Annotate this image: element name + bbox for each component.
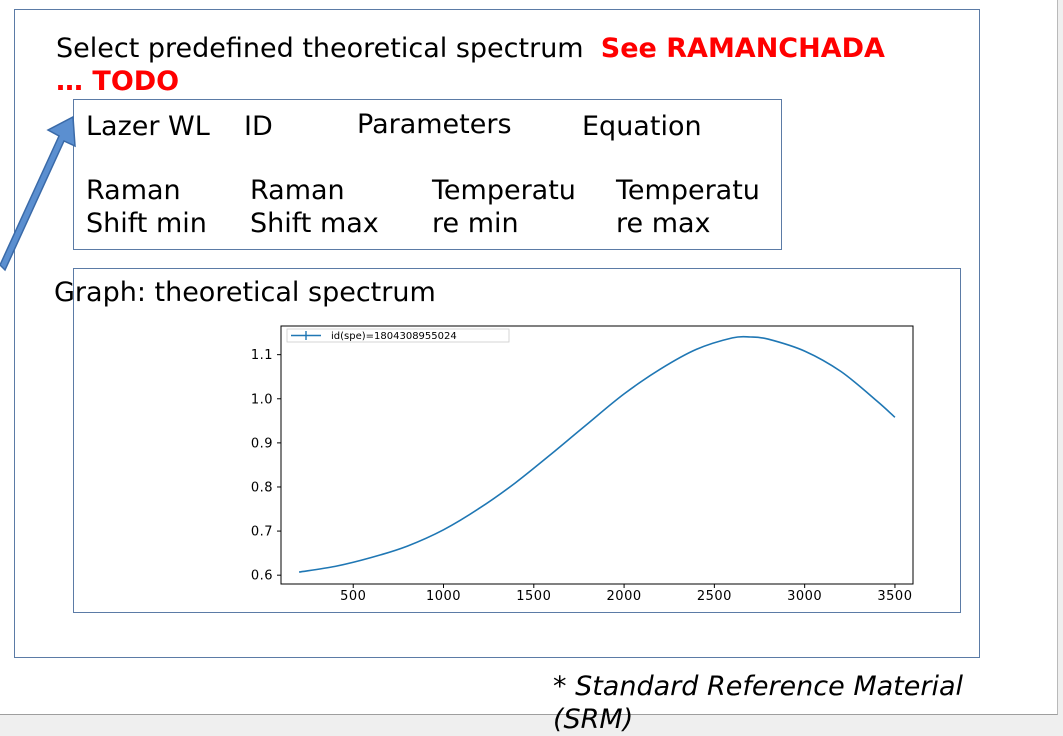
graph-box [73,268,961,613]
param-header-laser-wl: Lazer WL [86,111,210,142]
pointer-arrow [0,115,76,272]
graph-label: Graph: theoretical spectrum [54,277,436,308]
x-tick-label: 2500 [697,589,732,604]
heading-highlight: See RAMANCHADA [600,33,885,64]
x-axis-ticks: 500 1000 1500 2000 2500 3000 3500 [340,584,912,604]
x-tick-label: 500 [340,589,366,604]
param-temperature-max: Temperatu re max [616,175,760,239]
x-tick-label: 3500 [877,589,912,604]
param-raman-shift-min: Raman Shift min [86,175,207,239]
x-tick-label: 3000 [787,589,822,604]
heading-prefix: Select predefined theoretical spectrum [56,33,584,64]
param-header-parameters: Parameters [357,109,512,140]
param-header-equation: Equation [582,111,702,142]
parameters-box [73,99,782,250]
heading-line-1: Select predefined theoretical spectrum S… [56,32,885,65]
param-temperature-min: Temperatu re min [432,175,576,239]
chart-axes-frame [280,325,914,585]
y-tick-label: 0.6 [251,569,273,584]
y-tick-label: 0.7 [251,525,273,540]
legend-label: id(spe)=1804308955024 [331,331,457,342]
param-raman-shift-max: Raman Shift max [250,175,379,239]
y-tick-label: 0.8 [251,480,273,495]
y-tick-label: 0.9 [251,436,273,451]
outer-frame [14,9,980,658]
param-header-id: ID [244,111,273,142]
y-axis-ticks: 0.6 0.7 0.8 0.9 1.0 1.1 [251,348,281,584]
legend-box [286,328,510,343]
footnote-srm: * Standard Reference Material (SRM) [553,671,964,735]
x-tick-label: 1000 [426,589,461,604]
x-tick-label: 2000 [607,589,642,604]
y-tick-label: 1.0 [251,392,273,407]
chart-legend: id(spe)=1804308955024 [286,328,510,343]
spectrum-chart: 500 1000 1500 2000 2500 3000 3500 0.6 0.7 0.8 0.9… [251,325,914,604]
heading-todo: … TODO [56,66,180,97]
x-tick-label: 1500 [516,589,551,604]
y-tick-label: 1.1 [251,348,273,363]
series-line [298,335,896,573]
